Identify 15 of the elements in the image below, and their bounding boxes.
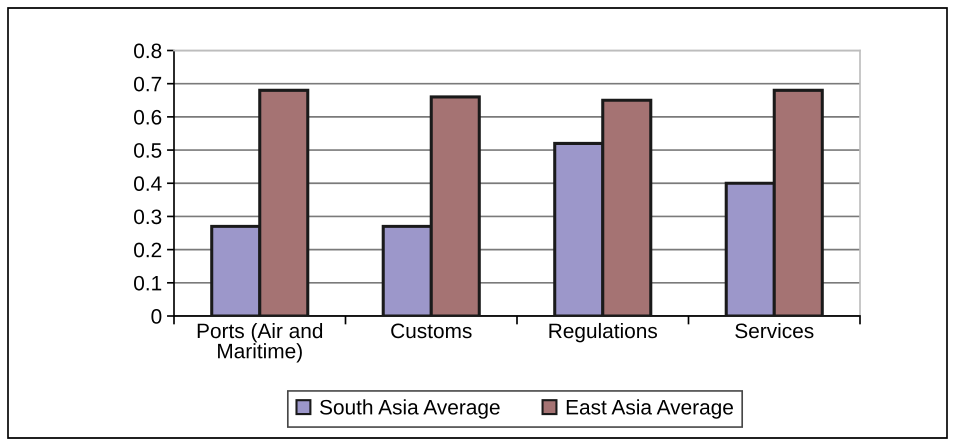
legend-label: East Asia Average bbox=[566, 399, 733, 419]
y-tick-label: 0.4 bbox=[134, 176, 162, 192]
y-tick-label: 0.2 bbox=[134, 242, 162, 258]
x-tick-label: Services bbox=[735, 322, 814, 338]
x-tick-label: Ports (Air and Maritime) bbox=[198, 322, 322, 363]
x-tick-label: Customs bbox=[391, 323, 472, 338]
y-tick-label: 0.3 bbox=[134, 209, 162, 224]
y-tick-label: 0.8 bbox=[134, 44, 162, 58]
y-tick-label: 0.6 bbox=[134, 110, 162, 125]
y-tick-label: 0.7 bbox=[134, 76, 162, 92]
y-tick-label: 0.5 bbox=[134, 143, 162, 158]
y-tick-label: 0 bbox=[151, 309, 162, 324]
y-tick-label: 0.1 bbox=[134, 276, 162, 291]
x-tick-label: Regulations bbox=[549, 322, 658, 342]
legend-label: South Asia Average bbox=[320, 399, 500, 419]
